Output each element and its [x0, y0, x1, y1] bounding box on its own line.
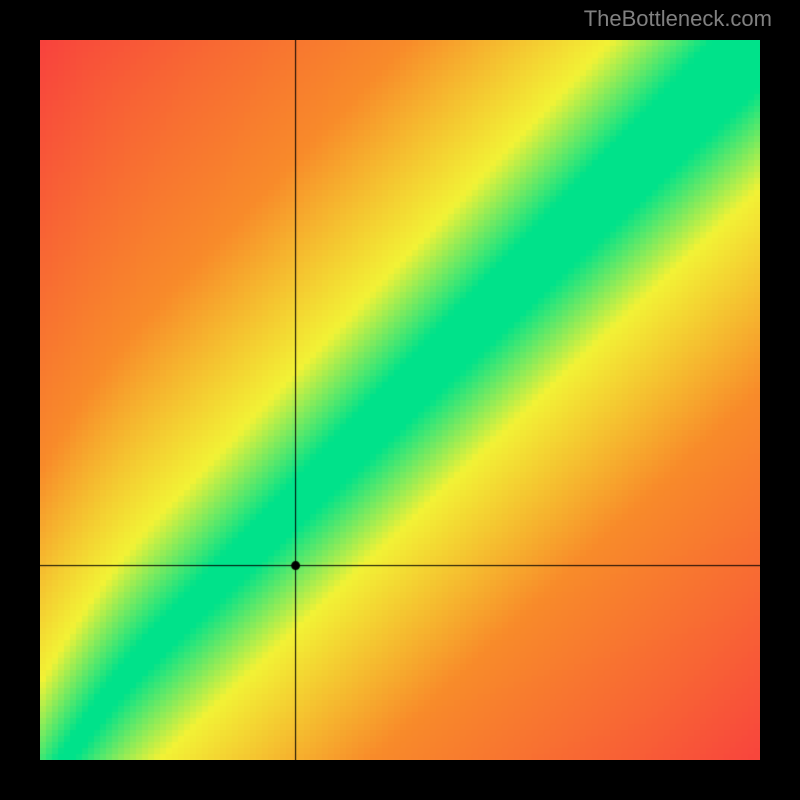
- bottleneck-heatmap: [40, 40, 760, 760]
- heatmap-canvas: [40, 40, 760, 760]
- watermark-text: TheBottleneck.com: [584, 6, 772, 32]
